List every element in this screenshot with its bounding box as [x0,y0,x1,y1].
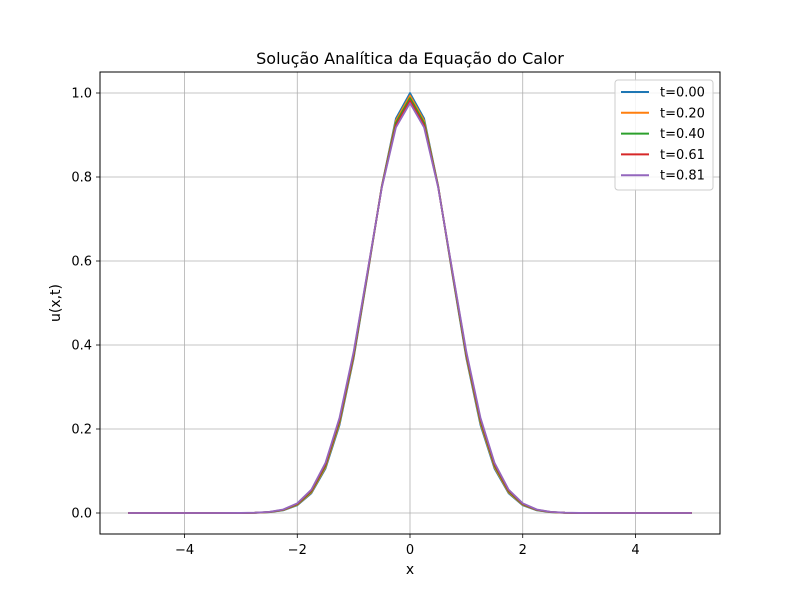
legend: t=0.00 t=0.20 t=0.40 t=0.61 t=0.81 [614,79,714,191]
y-axis-label: u(x,t) [48,284,64,322]
legend-label-0: t=0.00 [660,86,705,101]
legend-box [614,79,714,191]
x-tick-label: −2 [288,543,307,558]
legend-label-1: t=0.20 [660,106,705,121]
y-tick-label: 0.0 [71,507,92,522]
x-tick-label: 0 [406,543,414,558]
y-tick-label: 0.8 [71,171,92,186]
y-tick-label: 1.0 [71,87,92,102]
y-tick-label: 0.4 [71,339,92,354]
y-tick-label: 0.6 [71,255,92,270]
x-axis-label: x [406,562,414,578]
legend-label-2: t=0.40 [660,127,705,142]
y-tick-label: 0.2 [71,423,92,438]
series-lines [128,92,692,514]
series-line-4 [128,102,692,514]
legend-label-3: t=0.61 [660,148,705,163]
x-tick-label: −4 [175,543,194,558]
x-tick-label: 2 [519,543,527,558]
axis-ticks: −4 −2 0 2 4 0.0 0.2 0.4 0.6 0.8 1.0 [71,87,639,559]
legend-label-4: t=0.81 [660,169,705,184]
x-tick-label: 4 [631,543,639,558]
chart-title: Solução Analítica da Equação do Calor [256,49,564,68]
